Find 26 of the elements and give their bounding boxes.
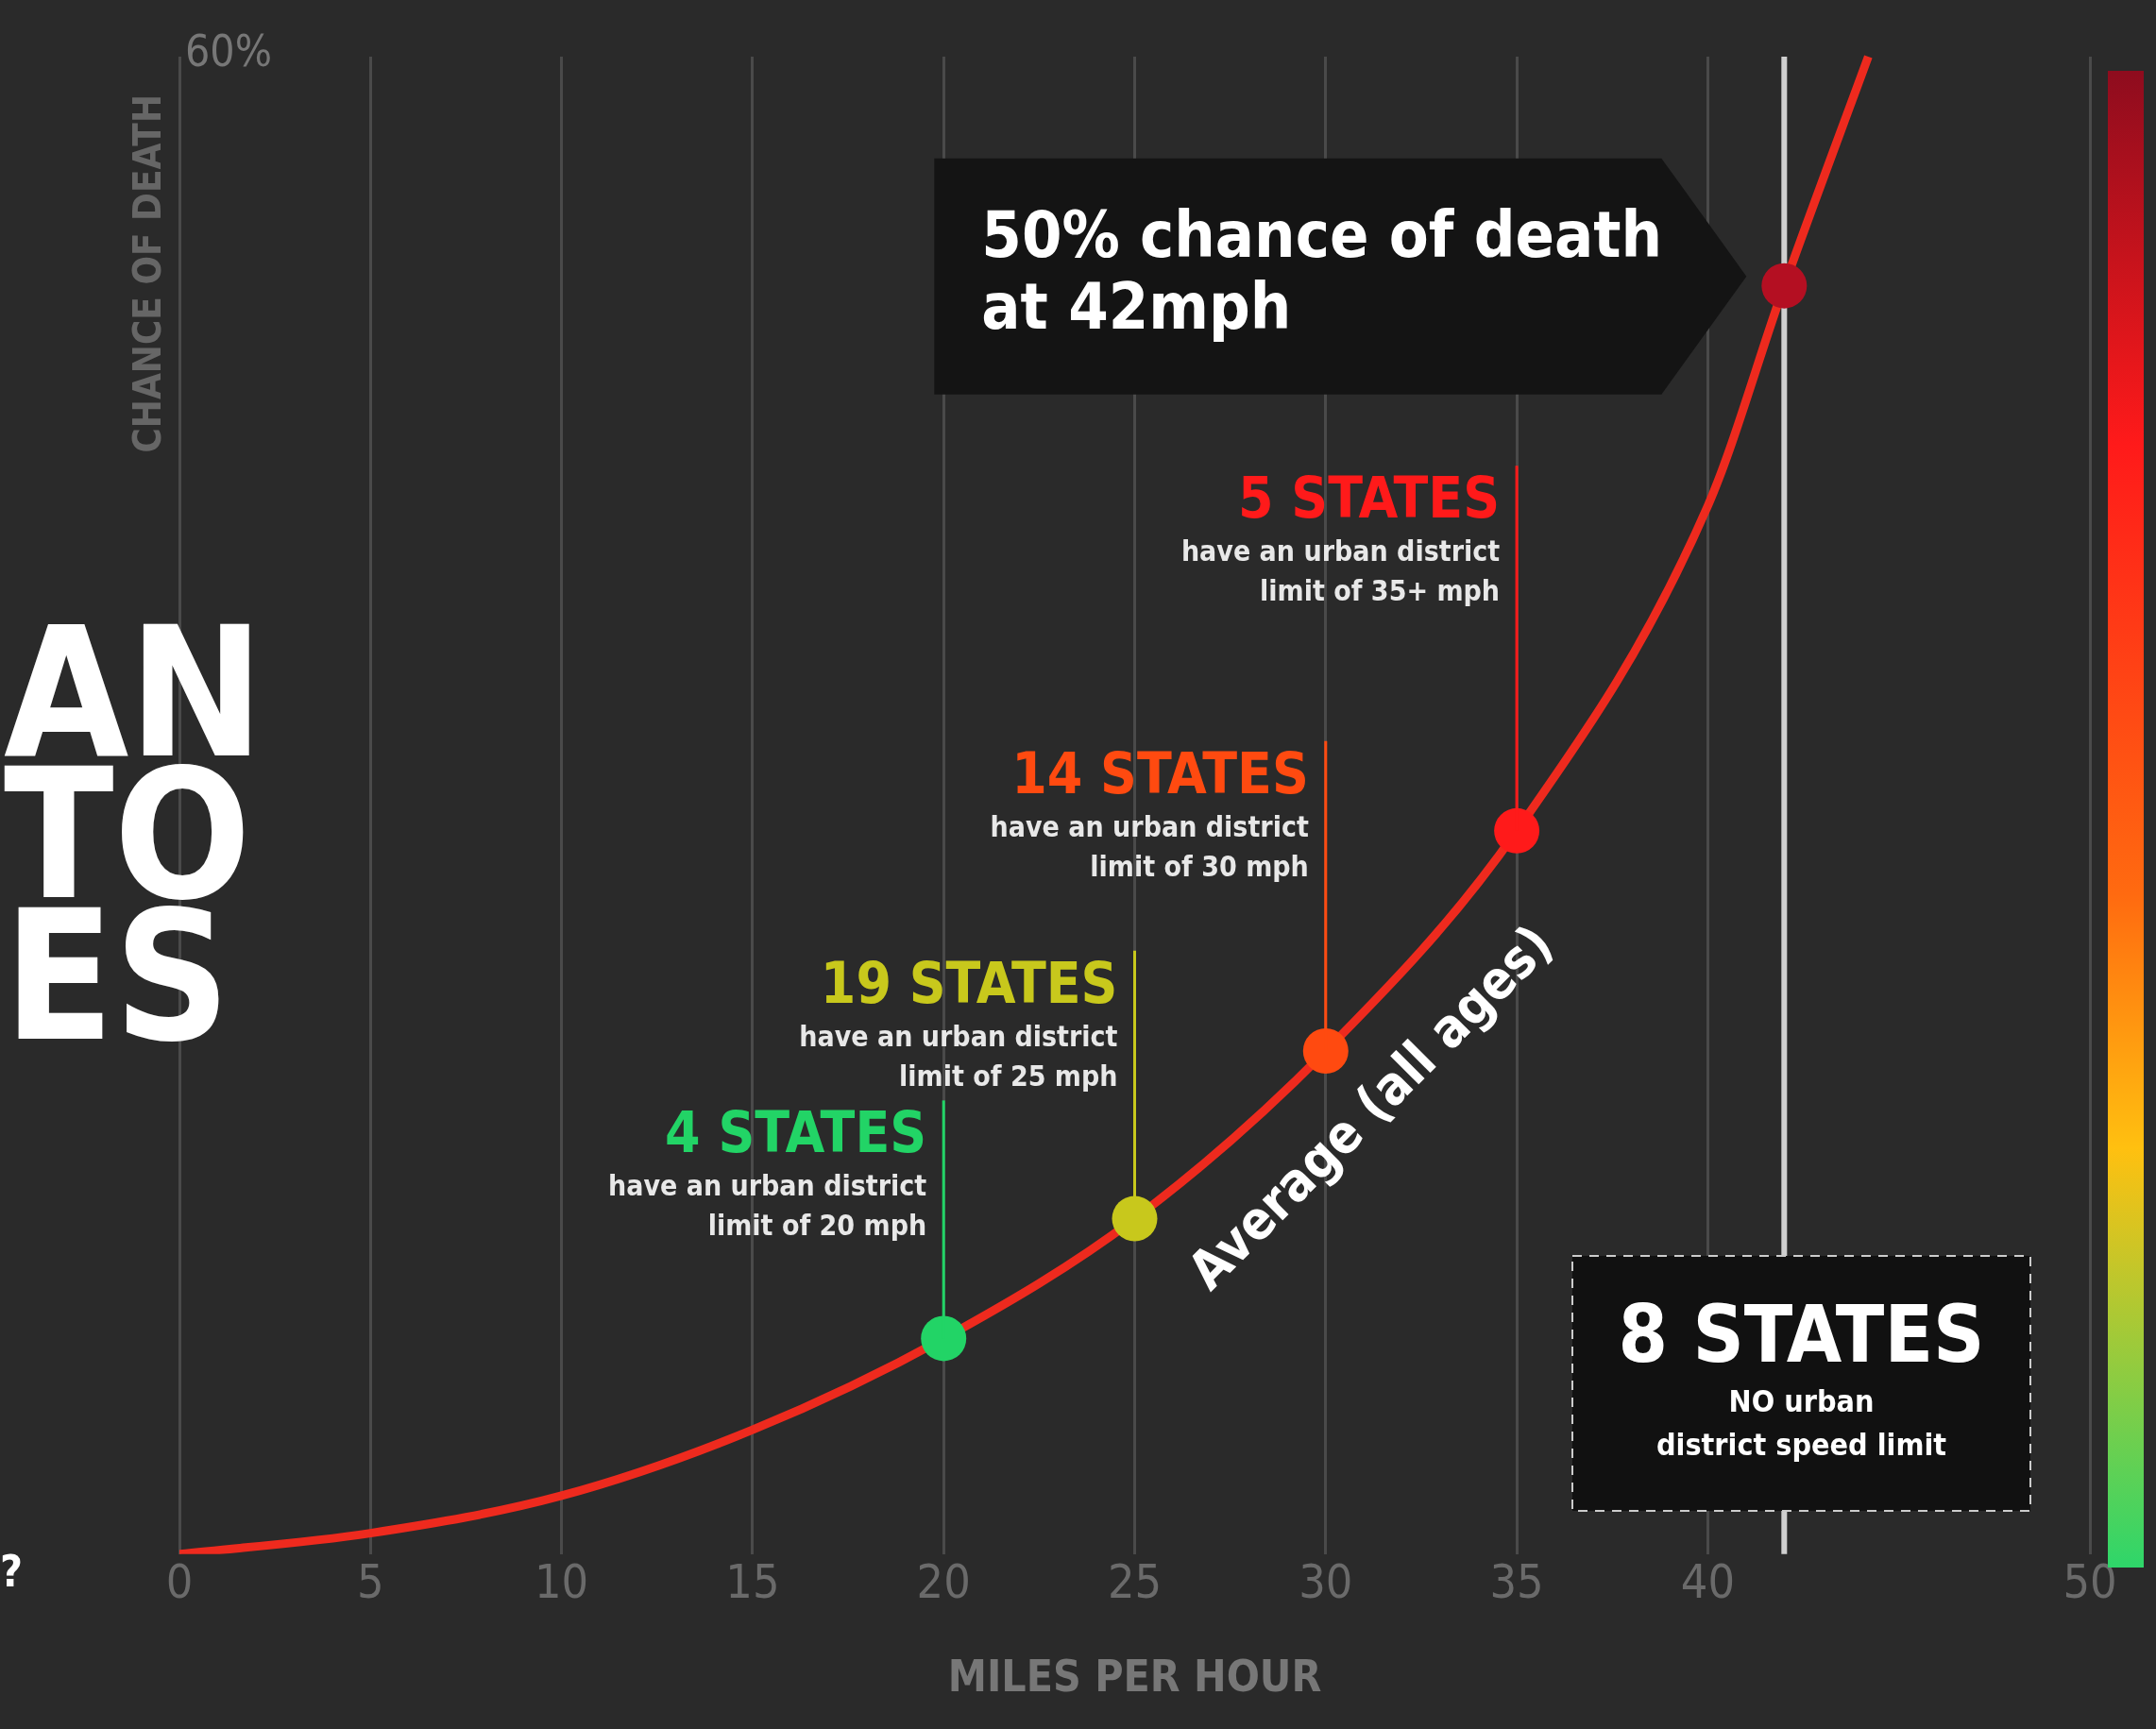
text: AN TO ES bbox=[4, 589, 264, 1081]
annotation: 19 STATES have an urban district limit of 25 mph bbox=[799, 949, 1118, 1093]
x-tick-label: 35 bbox=[1489, 1553, 1544, 1609]
x-tick-label: 5 bbox=[356, 1553, 384, 1609]
point bbox=[1302, 1027, 1349, 1074]
point bbox=[921, 1315, 967, 1362]
text: ? bbox=[0, 1546, 24, 1597]
point bbox=[1112, 1195, 1158, 1242]
annotation: 14 STATES have an urban district limit of 30 mph bbox=[990, 739, 1309, 883]
x-axis-title: MILES PER HOUR bbox=[947, 1651, 1322, 1703]
annotation: 8 STATES NO urban district speed limit bbox=[1618, 1288, 1985, 1463]
x-tick-label: 0 bbox=[165, 1553, 194, 1609]
x-tick-label: 10 bbox=[534, 1553, 589, 1609]
point bbox=[1761, 263, 1808, 309]
x-tick-label: 25 bbox=[1107, 1553, 1163, 1609]
x-tick-label: 30 bbox=[1299, 1553, 1353, 1609]
annotation: 4 STATES have an urban district limit of 20 mph bbox=[607, 1099, 927, 1243]
y-axis-title: CHANCE OF DEATH bbox=[126, 94, 169, 453]
annotation: 5 STATES have an urban district limit of 35+ mph bbox=[1180, 465, 1501, 608]
x-tick-label: 20 bbox=[916, 1553, 971, 1609]
x-tick-label: 15 bbox=[725, 1553, 780, 1609]
annotation: 50% chance of death at 42mph bbox=[981, 197, 1663, 345]
x-tick-label: 40 bbox=[1680, 1553, 1736, 1609]
point bbox=[1494, 807, 1540, 854]
x-tick-label: 50 bbox=[2063, 1553, 2117, 1609]
annotation: 60% bbox=[185, 25, 272, 76]
